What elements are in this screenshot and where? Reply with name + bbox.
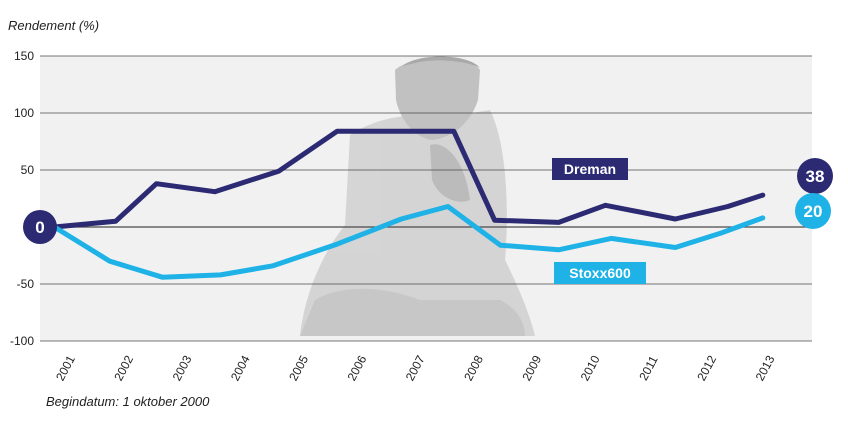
x-tick-label: 2005 [286, 353, 311, 383]
x-tick-label: 2004 [228, 353, 253, 383]
start-value-label: 0 [35, 218, 44, 237]
x-tick-label: 2008 [461, 353, 486, 383]
y-axis-title: Rendement (%) [8, 18, 100, 33]
end-value-badge [795, 193, 831, 229]
series-label-stoxx600: Stoxx600 [569, 265, 631, 281]
series-line-stoxx600 [51, 204, 766, 280]
y-tick-label: 100 [14, 106, 34, 120]
x-tick-label: 2002 [111, 353, 136, 383]
x-tick-label: 2009 [519, 353, 544, 383]
y-tick-label: -100 [10, 334, 34, 348]
x-tick-label: 2006 [345, 353, 370, 383]
x-tick-label: 2012 [694, 353, 719, 383]
series-label-box [552, 158, 628, 180]
start-value-badge [23, 210, 57, 244]
background-illustration [300, 56, 535, 336]
end-value-badge [797, 158, 833, 194]
x-tick-label: 2003 [170, 353, 195, 383]
end-value-label-stoxx600: 20 [804, 202, 823, 221]
y-tick-label: 150 [14, 49, 34, 63]
series-label-dreman: Dreman [564, 161, 616, 177]
x-tick-label: 2011 [636, 353, 661, 383]
x-tick-label: 2007 [403, 353, 428, 383]
y-tick-label: -50 [17, 277, 35, 291]
y-tick-label: 50 [21, 163, 35, 177]
x-tick-label: 2010 [578, 353, 603, 383]
series-line-dreman [51, 128, 766, 230]
x-tick-label: 2001 [53, 353, 78, 383]
chart-footnote: Begindatum: 1 oktober 2000 [46, 394, 210, 409]
x-tick-label: 2013 [753, 353, 778, 383]
series-label-box [554, 262, 646, 284]
end-value-label-dreman: 38 [806, 167, 825, 186]
